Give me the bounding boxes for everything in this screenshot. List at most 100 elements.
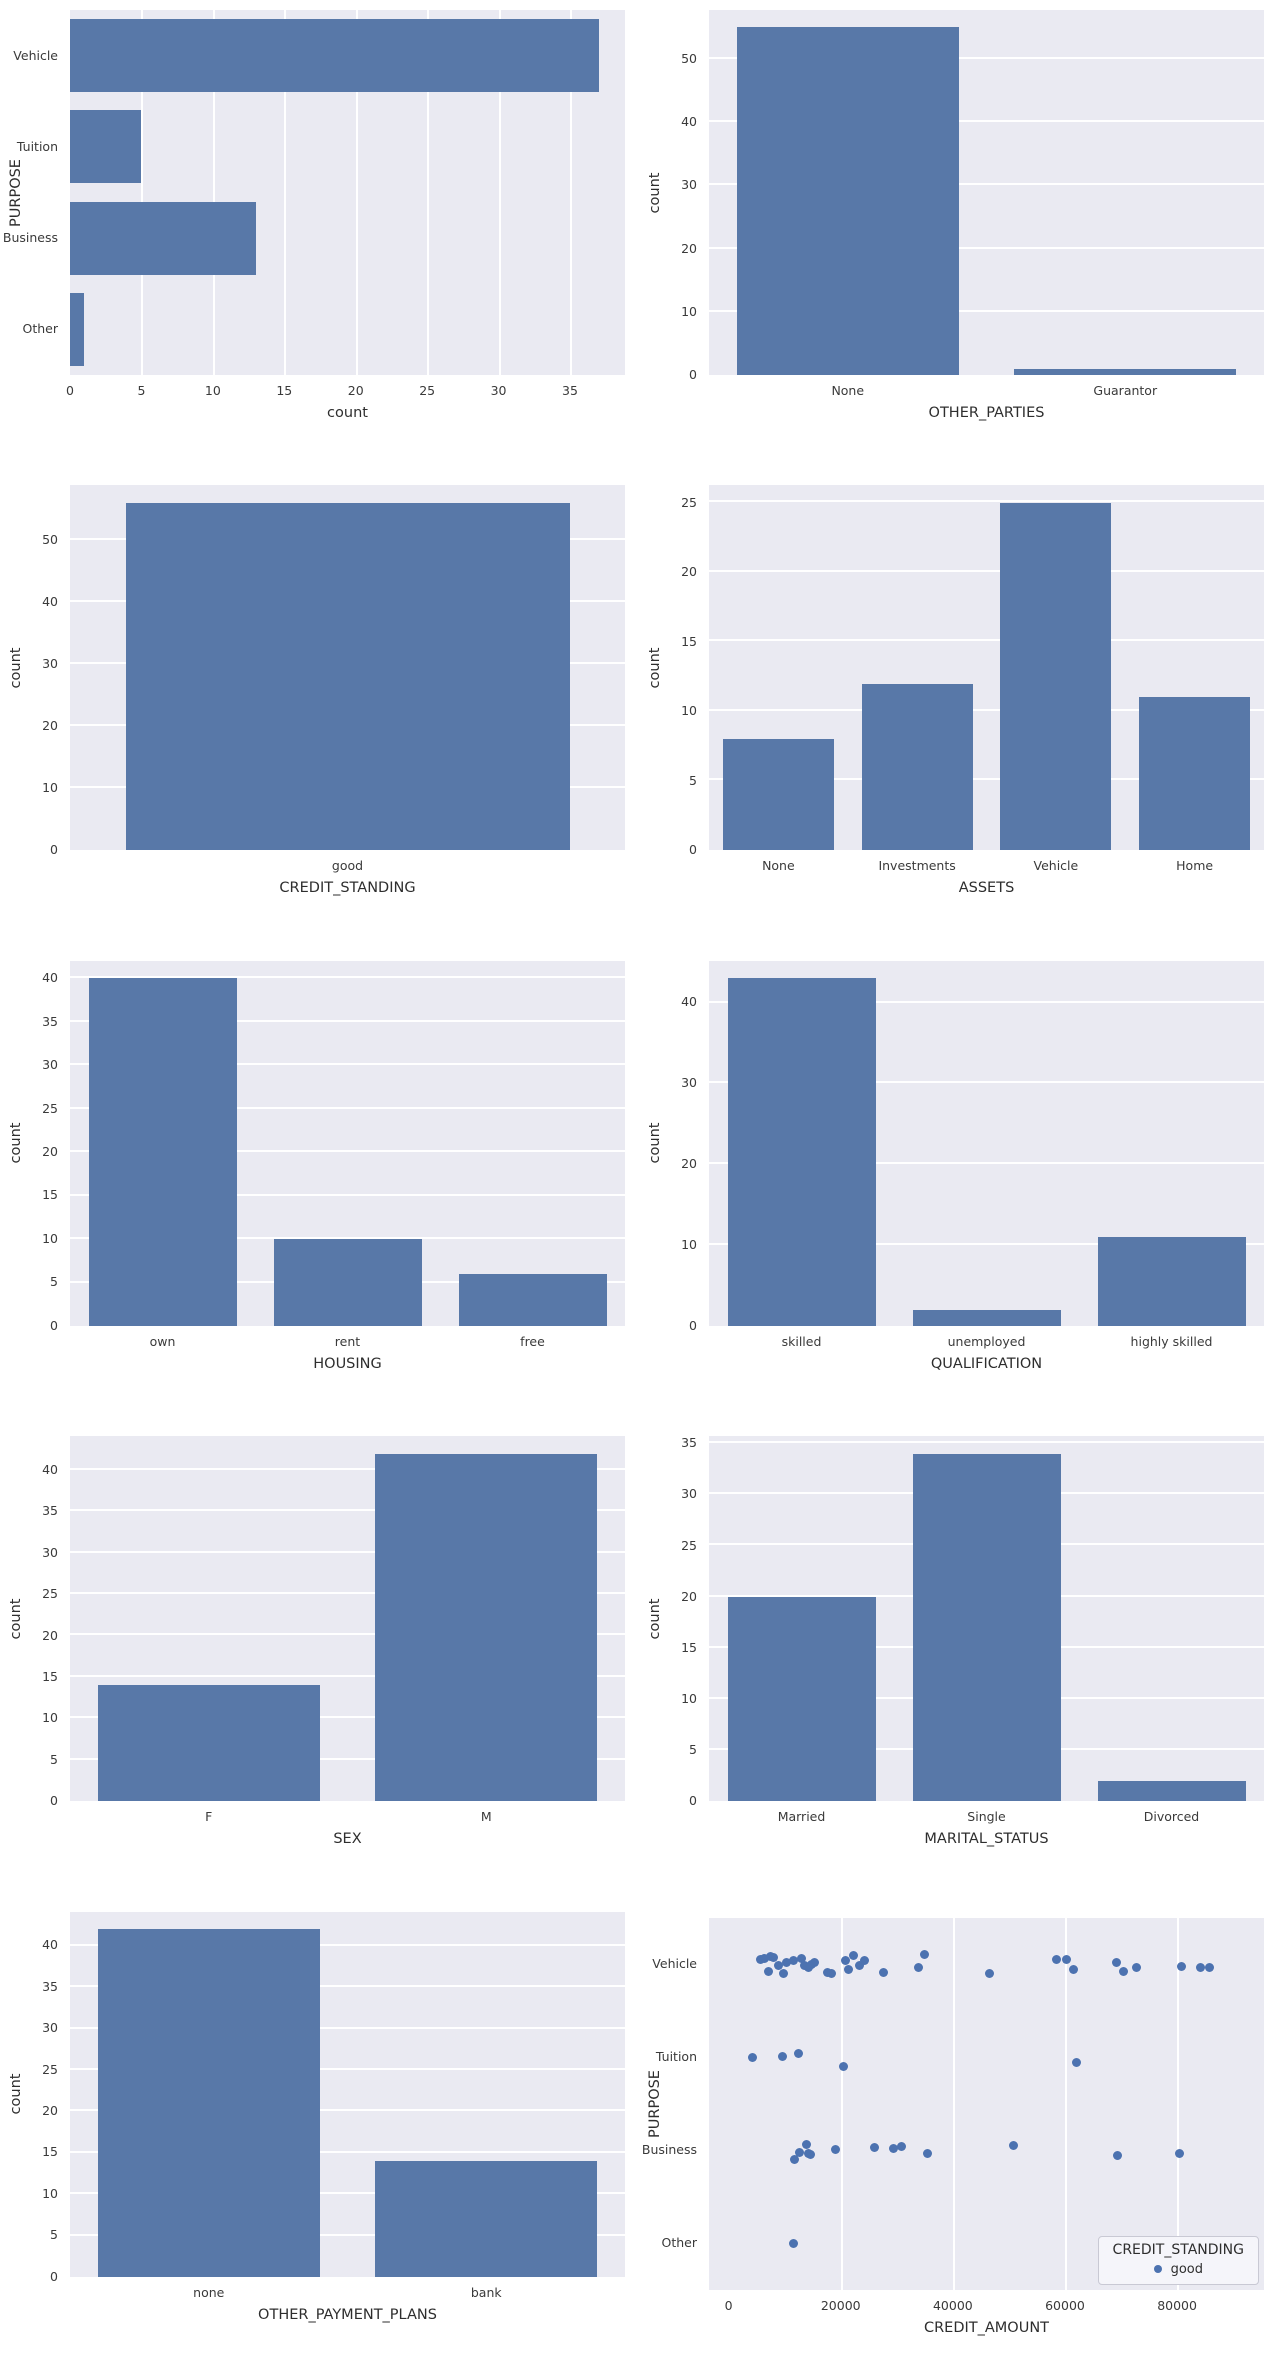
y-tick-label: 20	[681, 240, 697, 256]
y-tick-label: 15	[681, 1639, 697, 1655]
y-tick-label: 10	[42, 1710, 58, 1726]
gridline	[70, 1062, 625, 1065]
scatter-point	[782, 1957, 792, 1967]
y-tick-label: 5	[689, 772, 697, 788]
y-tick-label: 10	[42, 1230, 58, 1246]
bar	[912, 1453, 1061, 1802]
category-label: None	[762, 858, 795, 874]
y-tick-label: 0	[50, 2268, 58, 2284]
x-axis-label: QUALIFICATION	[930, 1355, 1043, 1372]
bar	[722, 739, 834, 851]
y-tick-label: 10	[681, 1236, 697, 1252]
scatter-point	[763, 1966, 773, 1976]
gridline	[499, 10, 501, 375]
gridline	[70, 1551, 625, 1554]
x-tick-label: 60000	[1045, 2297, 1085, 2313]
gridline	[1177, 1917, 1179, 2290]
y-tick-label: 10	[681, 303, 697, 319]
scatter-point	[802, 2139, 812, 2149]
x-axis-label: count	[327, 405, 368, 421]
legend: CREDIT_STANDING good	[1097, 2235, 1259, 2285]
scatter-point	[793, 2048, 803, 2058]
y-tick-label: 25	[42, 1100, 58, 1116]
y-axis-label: count	[8, 1598, 24, 1640]
gridline	[709, 1242, 1264, 1245]
gridline	[70, 1758, 625, 1761]
scatter-point	[826, 1968, 836, 1978]
category-label: own	[149, 1333, 176, 1349]
scatter-point	[1068, 1964, 1078, 1974]
x-tick-label: 35	[562, 383, 578, 398]
chart-cell-assets: 0 5 10 15 20 25 None Investments Vehicle Home ASSE…	[639, 475, 1278, 950]
y-tick-label: 20	[42, 718, 58, 734]
gridline	[709, 183, 1264, 185]
category-label: Guarantor	[1093, 383, 1158, 398]
x-axis-label: OTHER_PARTIES	[928, 405, 1045, 421]
y-tick-label: 25	[681, 494, 697, 510]
scatter-point	[844, 1964, 854, 1974]
y-tick-label: 5	[689, 1742, 697, 1758]
y-tick-label: 20	[42, 2103, 58, 2119]
y-tick-label: 0	[50, 842, 58, 858]
plot-area	[70, 960, 625, 1326]
y-tick-label: 15	[42, 1187, 58, 1203]
scatter-point	[878, 1967, 888, 1977]
y-tick-label: 20	[681, 1588, 697, 1604]
bar	[861, 683, 973, 851]
gridline	[709, 570, 1264, 573]
category-label: rent	[334, 1333, 361, 1349]
bar	[1014, 368, 1237, 375]
y-tick-label: 35	[42, 1503, 58, 1519]
category-label: Other	[22, 321, 59, 337]
category-label: Investments	[878, 858, 956, 874]
gridline	[709, 709, 1264, 712]
y-tick-label: 20	[42, 1627, 58, 1643]
chart-cell-credit-amount-scatter: CREDIT_STANDING good 0 20000 40000 60000 80000…	[639, 1902, 1278, 2377]
x-tick-label: 15	[276, 383, 293, 398]
chart-cell-credit-standing: 0 10 20 30 40 50 good CREDIT_STANDING count	[0, 475, 639, 950]
bar	[125, 502, 570, 851]
category-label: Tuition	[655, 2049, 697, 2065]
x-tick-label: 10	[204, 383, 221, 398]
bar	[1097, 1780, 1246, 1802]
legend-item-label: good	[1170, 2261, 1203, 2277]
y-tick-label: 10	[42, 2185, 58, 2201]
gridline	[70, 1984, 625, 1987]
gridline	[427, 10, 429, 375]
x-axis-label: HOUSING	[313, 1355, 382, 1372]
y-tick-label: 30	[681, 1075, 697, 1091]
scatter-point	[768, 1952, 778, 1962]
y-axis-label: PURPOSE	[8, 158, 24, 227]
gridline	[70, 975, 625, 978]
scatter-point	[860, 1955, 870, 1965]
scatter-point	[777, 2051, 787, 2061]
chart-cell-housing: 0 5 10 15 20 25 30 35 40 own rent free HOUSING count	[0, 951, 639, 1426]
scatter-point	[1196, 1962, 1206, 1972]
category-label: Tuition	[16, 138, 58, 154]
y-axis-label: count	[647, 647, 663, 689]
scatter-point	[760, 1953, 769, 1963]
plot-area	[709, 1436, 1264, 1802]
y-tick-label: 0	[50, 1793, 58, 1809]
bar	[1139, 697, 1251, 851]
y-tick-label: 0	[689, 1793, 697, 1809]
gridline	[570, 10, 572, 375]
plot-area	[70, 1911, 625, 2277]
scatter-point	[855, 1960, 865, 1970]
scatter-point	[1131, 1962, 1141, 1972]
y-tick-label: 0	[689, 842, 697, 858]
y-tick-label: 25	[681, 1537, 697, 1553]
y-tick-label: 50	[681, 50, 697, 66]
bar	[97, 1685, 320, 1802]
y-tick-label: 30	[42, 1057, 58, 1073]
legend-marker-icon	[1153, 2265, 1162, 2274]
category-label: Divorced	[1143, 1809, 1200, 1825]
y-tick-label: 0	[689, 1317, 697, 1333]
gridline	[70, 1509, 625, 1512]
scatter-point	[796, 1953, 806, 1963]
chart-cell-qualification: 0 10 20 30 40 skilled unemployed highly skilled…	[639, 951, 1278, 1426]
gridline	[709, 57, 1264, 59]
y-axis-label: count	[8, 647, 24, 689]
scatter-point	[849, 1950, 859, 1960]
